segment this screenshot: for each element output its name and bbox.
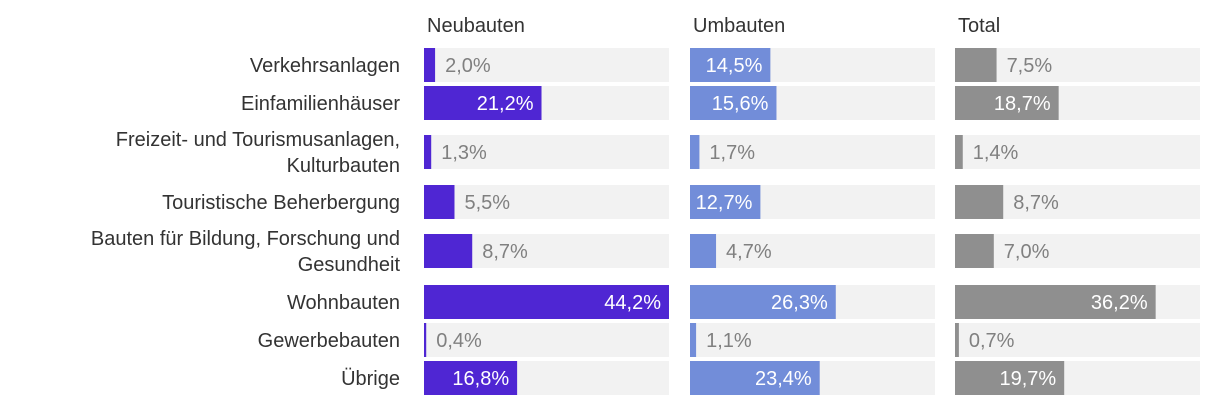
bar-value-label: 12,7% [696, 192, 753, 214]
bar-value-label: 7,0% [1004, 241, 1050, 263]
bar-value-label: 1,1% [706, 330, 752, 352]
bar-track [690, 234, 935, 268]
category-label: Kulturbauten [287, 155, 400, 177]
bar-track [955, 323, 1200, 357]
bar-track [424, 135, 669, 169]
bar-value-label: 16,8% [452, 368, 509, 390]
bar-value-label: 2,0% [445, 55, 491, 77]
category-label: Gewerbebauten [258, 330, 400, 352]
category-label: Übrige [341, 368, 400, 390]
bar-value-label: 15,6% [712, 93, 769, 115]
bar-total [955, 361, 1065, 395]
bar-value-label: 21,2% [477, 93, 534, 115]
bar-value-label: 0,7% [969, 330, 1015, 352]
bar-value-label: 4,7% [726, 241, 772, 263]
category-label: Verkehrsanlagen [250, 55, 400, 77]
bar-total [955, 86, 1059, 120]
bar-umbauten [690, 185, 761, 219]
bar-value-label: 1,3% [441, 142, 487, 164]
panel-header-neubauten: Neubauten [427, 15, 525, 37]
bar-neubauten [424, 361, 518, 395]
bar-umbauten [690, 48, 771, 82]
category-label: Freizeit- und Tourismusanlagen, [116, 129, 400, 151]
bar-value-label: 1,4% [973, 142, 1019, 164]
bar-total [955, 323, 959, 357]
bar-value-label: 23,4% [755, 368, 812, 390]
bar-track [955, 234, 1200, 268]
bar-track [424, 185, 669, 219]
bar-umbauten [690, 323, 697, 357]
bar-umbauten [690, 361, 820, 395]
bar-value-label: 18,7% [994, 93, 1051, 115]
bar-value-label: 14,5% [706, 55, 763, 77]
bar-value-label: 1,7% [709, 142, 755, 164]
bar-track [424, 48, 669, 82]
bar-value-label: 26,3% [771, 292, 828, 314]
bar-total [955, 48, 997, 82]
bar-neubauten [424, 185, 455, 219]
bar-neubauten [424, 135, 432, 169]
bar-umbauten [690, 234, 717, 268]
bar-neubauten [424, 323, 427, 357]
bar-total [955, 135, 963, 169]
bar-neubauten [424, 234, 473, 268]
bar-neubauten [424, 48, 436, 82]
bar-neubauten [424, 285, 669, 319]
bar-umbauten [690, 135, 700, 169]
panel-header-umbauten: Umbauten [693, 15, 785, 37]
bar-umbauten [690, 285, 836, 319]
bar-value-label: 19,7% [999, 368, 1056, 390]
panel-header-total: Total [958, 15, 1000, 37]
bar-value-label: 0,4% [436, 330, 482, 352]
category-label: Bauten für Bildung, Forschung und [91, 228, 400, 250]
bar-total [955, 285, 1156, 319]
bar-neubauten [424, 86, 542, 120]
category-label: Gesundheit [298, 254, 401, 276]
bar-track [424, 323, 669, 357]
bar-value-label: 44,2% [604, 292, 661, 314]
bar-track [955, 135, 1200, 169]
bar-umbauten [690, 86, 777, 120]
bar-total [955, 234, 994, 268]
bar-value-label: 8,7% [1013, 192, 1059, 214]
bar-track [690, 323, 935, 357]
bar-value-label: 36,2% [1091, 292, 1148, 314]
bar-track [690, 135, 935, 169]
category-label: Wohnbauten [287, 292, 400, 314]
bar-value-label: 8,7% [482, 241, 528, 263]
category-label: Touristische Beherbergung [162, 192, 400, 214]
bar-value-label: 5,5% [464, 192, 510, 214]
bar-total [955, 185, 1004, 219]
bar-value-label: 7,5% [1007, 55, 1053, 77]
category-label: Einfamilienhäuser [241, 93, 400, 115]
